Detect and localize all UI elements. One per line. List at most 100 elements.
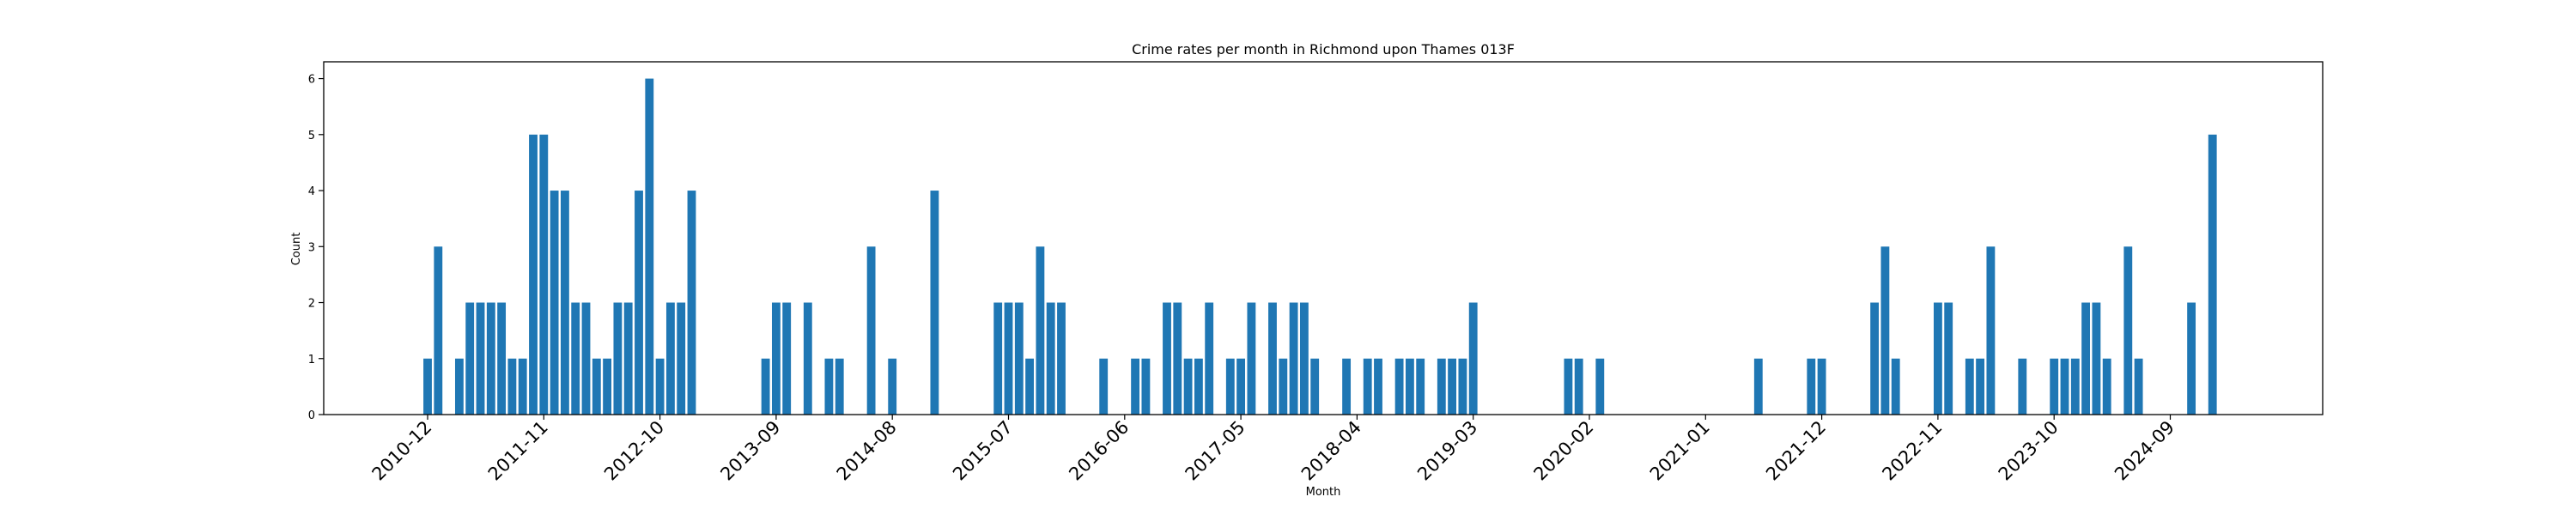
bar-2020-03	[1595, 358, 1605, 415]
bar-2014-08	[888, 358, 897, 415]
bar-2011-04	[465, 302, 475, 415]
bar-2019-01	[1448, 358, 1457, 415]
bar-2019-03	[1468, 302, 1478, 415]
x-tick-label: 2024-09	[2111, 417, 2178, 485]
bar-2023-02	[1965, 358, 1974, 415]
bar-2023-10	[2050, 358, 2059, 415]
bar-2017-09	[1279, 358, 1288, 415]
bar-2024-01	[2081, 302, 2091, 415]
bar-2022-12	[1944, 302, 1953, 415]
y-tick-label: 3	[308, 241, 315, 254]
bar-2016-11	[1173, 302, 1182, 415]
bar-2017-10	[1289, 302, 1298, 415]
bar-2020-01	[1574, 358, 1583, 415]
bar-2014-06	[866, 246, 876, 415]
bar-2023-07	[2018, 358, 2027, 415]
bar-2017-02	[1205, 302, 1214, 415]
bar-2017-06	[1247, 302, 1256, 415]
bar-2012-12	[677, 302, 686, 415]
bar-2012-01	[560, 191, 569, 415]
bar-2011-05	[476, 302, 485, 415]
bar-2012-08	[635, 191, 643, 415]
bar-2011-09	[518, 358, 527, 415]
bar-2011-06	[486, 302, 495, 415]
bar-2015-11	[1046, 302, 1055, 415]
bar-2018-09	[1405, 358, 1414, 415]
bar-2025-01	[2208, 134, 2217, 415]
y-axis-label: Count	[290, 233, 303, 266]
y-tick-label: 6	[308, 74, 315, 87]
bar-2011-08	[507, 358, 517, 415]
bar-2022-06	[1880, 246, 1890, 415]
bar-2018-06	[1374, 358, 1382, 415]
x-axis: 2010-12 2011-11 2012-10 2013-09 2014-08 2015-…	[368, 415, 2178, 485]
bar-2017-11	[1299, 302, 1309, 415]
bar-2011-10	[529, 134, 538, 415]
bar-2015-10	[1036, 246, 1045, 415]
bar-2021-12	[1817, 358, 1826, 415]
x-tick-label: 2011-11	[484, 417, 552, 485]
bar-2015-06	[993, 302, 1003, 415]
bar-2024-11	[2187, 302, 2196, 415]
bar-2022-11	[1933, 302, 1942, 415]
bar-2011-11	[539, 134, 549, 415]
bar-2019-02	[1458, 358, 1467, 415]
bar-2018-03	[1342, 358, 1352, 415]
bar-2024-06	[2134, 358, 2143, 415]
bar-2024-05	[2123, 246, 2133, 415]
x-tick-label: 2018-04	[1297, 417, 1365, 485]
bar-2016-04	[1099, 358, 1109, 415]
bar-2012-06	[613, 302, 623, 415]
x-tick-label: 2010-12	[368, 417, 436, 485]
x-tick-label: 2016-06	[1065, 417, 1133, 485]
bar-2021-06	[1753, 358, 1763, 415]
bar-2022-05	[1870, 302, 1880, 415]
bar-2011-03	[454, 358, 464, 415]
bar-2012-05	[603, 358, 612, 415]
bar-2011-07	[497, 302, 507, 415]
bar-2015-12	[1057, 302, 1066, 415]
x-tick-label: 2013-09	[716, 417, 784, 485]
bar-2011-01	[434, 246, 443, 415]
bar-2016-12	[1183, 358, 1193, 415]
bar-2013-10	[782, 302, 792, 415]
x-tick-label: 2012-10	[600, 417, 668, 485]
bar-2021-11	[1807, 358, 1816, 415]
bar-2024-02	[2092, 302, 2101, 415]
bar-2012-02	[571, 302, 580, 415]
bar-2018-12	[1437, 358, 1446, 415]
y-tick-label: 1	[308, 354, 315, 367]
bar-2017-01	[1194, 358, 1203, 415]
bar-2017-05	[1236, 358, 1246, 415]
bar-2016-07	[1131, 358, 1140, 415]
x-tick-label: 2022-11	[1878, 417, 1946, 485]
y-tick-label: 2	[308, 298, 315, 311]
bar-2012-11	[665, 302, 675, 415]
x-tick-label: 2023-10	[1995, 417, 2063, 485]
bar-2024-03	[2102, 358, 2111, 415]
x-tick-label: 2020-02	[1530, 417, 1598, 485]
bar-2012-03	[581, 302, 591, 415]
bar-2016-10	[1163, 302, 1171, 415]
x-tick-label: 2019-03	[1413, 417, 1481, 485]
bar-2013-01	[687, 191, 696, 415]
y-tick-label: 4	[308, 185, 315, 198]
bar-2016-08	[1141, 358, 1151, 415]
bar-2012-04	[592, 358, 601, 415]
bars-group	[423, 78, 2217, 415]
y-tick-label: 0	[308, 409, 315, 422]
chart-title: Crime rates per month in Richmond upon T…	[1132, 41, 1515, 58]
bar-2015-09	[1025, 358, 1035, 415]
bar-2011-12	[550, 191, 559, 415]
bar-2023-04	[1986, 246, 1996, 415]
bar-2014-12	[930, 191, 939, 415]
x-tick-label: 2017-05	[1182, 417, 1249, 485]
bar-2022-07	[1891, 358, 1900, 415]
x-tick-label: 2021-12	[1762, 417, 1830, 485]
y-axis: 0 1 2 3 4 5 6	[308, 74, 324, 422]
bar-2018-10	[1416, 358, 1425, 415]
bar-2023-11	[2060, 358, 2069, 415]
bar-2019-12	[1564, 358, 1573, 415]
bar-2023-12	[2070, 358, 2080, 415]
bar-2013-12	[803, 302, 812, 415]
